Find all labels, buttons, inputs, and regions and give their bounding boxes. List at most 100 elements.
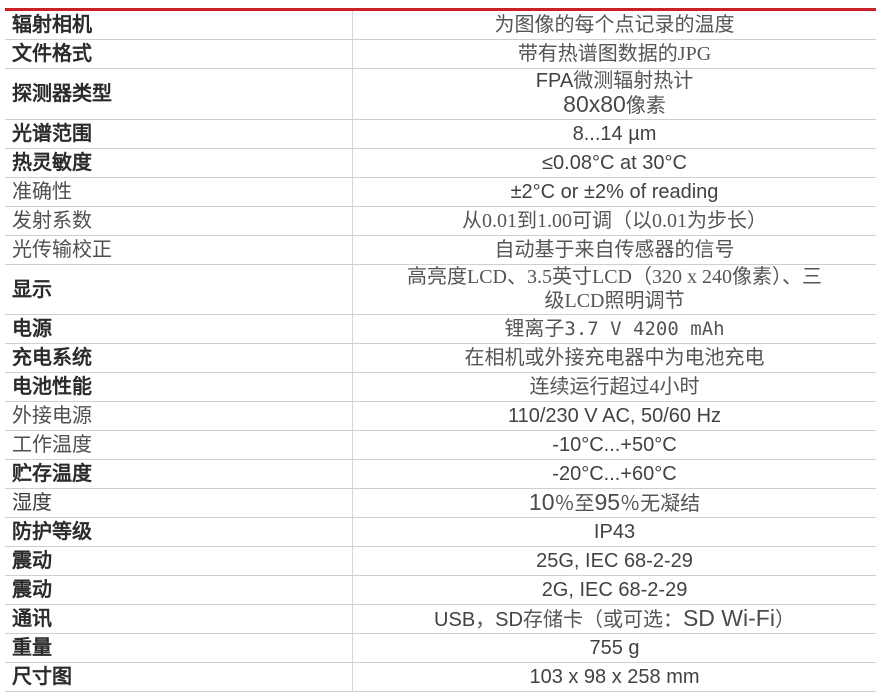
spec-value-cell: -10°C...+50°C [352,431,876,459]
spec-label-cell: 热灵敏度 [5,150,352,176]
spec-label: 电池性能 [12,376,92,398]
spec-row: 辐射相机 为图像的每个点记录的温度 [5,11,876,40]
spec-value-segment: 103 x 98 x 258 mm [529,665,700,688]
spec-value-segment: ％至 [554,492,595,515]
spec-value-segment: ％无凝结 [620,492,701,515]
spec-row: 工作温度 -10°C...+50°C [5,431,876,460]
spec-label-cell: 辐射相机 [5,12,352,38]
spec-value-cell: 110/230 V AC, 50/60 Hz [352,402,876,430]
spec-value-cell: -20°C...+60°C [352,460,876,488]
spec-value-line: 10％至95％无凝结 [359,488,870,516]
spec-row: 电源 锂离子3.7 V 4200 mAh [5,315,876,344]
spec-value-segment: -20°C...+60°C [552,462,677,485]
spec-value-cell: IP43 [352,518,876,546]
spec-value-segment: 25G, IEC 68-2-29 [536,549,693,572]
spec-value-segment: 95 [594,488,621,515]
spec-label-cell: 充电系统 [5,345,352,371]
spec-value-line: 在相机或外接充电器中为电池充电 [359,347,870,370]
spec-row: 光谱范围 8...14 µm [5,120,876,149]
spec-value-line: 级LCD照明调节 [359,290,870,313]
spec-value-line: -20°C...+60°C [359,463,870,486]
spec-label: 通讯 [12,608,52,630]
spec-label: 重量 [12,637,52,659]
spec-sheet: 辐射相机 为图像的每个点记录的温度 文件格式 带有热谱图数据的JPG 探测器类型… [5,8,876,692]
spec-label: 湿度 [12,492,52,514]
spec-value-line: 110/230 V AC, 50/60 Hz [359,405,870,428]
spec-row: 探测器类型 FPA微测辐射热计 80x80像素 [5,69,876,120]
spec-value-line: 103 x 98 x 258 mm [359,666,870,689]
spec-value-cell: 在相机或外接充电器中为电池充电 [352,344,876,372]
spec-value-line: 自动基于来自传感器的信号 [359,239,870,262]
spec-label: 尺寸图 [12,666,72,688]
spec-label-cell: 尺寸图 [5,664,352,690]
spec-value-segment: 微测辐射热计 [573,70,694,92]
spec-label-cell: 显示 [5,277,352,303]
spec-label: 防护等级 [12,521,92,543]
spec-value-line: 锂离子3.7 V 4200 mAh [359,318,870,341]
spec-row: 震动 25G, IEC 68-2-29 [5,547,876,576]
spec-value-segment: 2G, IEC 68-2-29 [541,578,688,601]
spec-value-line: ±2°C or ±2% of reading [359,181,870,204]
spec-row: 通讯 USB，SD存储卡（或可选：SD Wi-Fi） [5,605,876,634]
spec-label: 探测器类型 [12,83,112,105]
spec-value-cell: FPA微测辐射热计 80x80像素 [352,69,876,119]
spec-label-cell: 湿度 [5,490,352,516]
spec-row: 湿度 10％至95％无凝结 [5,489,876,518]
spec-row: 重量 755 g [5,634,876,663]
spec-value-segment: 在相机或外接充电器中为电池充电 [464,346,765,369]
spec-label: 震动 [12,550,52,572]
spec-table-body: 辐射相机 为图像的每个点记录的温度 文件格式 带有热谱图数据的JPG 探测器类型… [5,11,876,692]
spec-row: 热灵敏度 ≤0.08°C at 30°C [5,149,876,178]
spec-label: 发射系数 [12,210,92,232]
spec-value-cell: 从0.01到1.00可调（以0.01为步长） [352,207,876,235]
spec-value-segment: 自动基于来自传感器的信号 [494,238,735,261]
spec-row: 显示 高亮度LCD、3.5英寸LCD（320 x 240像素）、三 级LCD照明调… [5,265,876,315]
spec-label-cell: 工作温度 [5,432,352,458]
spec-row: 发射系数 从0.01到1.00可调（以0.01为步长） [5,207,876,236]
spec-value-line: 带有热谱图数据的JPG [359,43,870,66]
spec-value-line: 80x80像素 [359,93,870,118]
spec-label: 贮存温度 [12,463,92,485]
spec-row: 文件格式 带有热谱图数据的JPG [5,40,876,69]
spec-value-line: 755 g [359,637,870,660]
spec-value-segment: ） [774,608,795,631]
spec-label-cell: 贮存温度 [5,461,352,487]
spec-value-segment: 8...14 µm [572,122,657,145]
spec-label: 光传输校正 [12,239,112,261]
spec-value-cell: 锂离子3.7 V 4200 mAh [352,315,876,343]
spec-value-segment: ≤0.08°C at 30°C [542,151,687,174]
spec-value-cell: 10％至95％无凝结 [352,489,876,517]
spec-label-cell: 防护等级 [5,519,352,545]
spec-label: 文件格式 [12,43,92,65]
spec-value-segment: IP43 [593,520,636,543]
spec-value-segment: 级LCD照明调节 [544,289,685,312]
spec-label-cell: 文件格式 [5,41,352,67]
spec-label: 光谱范围 [12,123,92,145]
spec-table: 辐射相机 为图像的每个点记录的温度 文件格式 带有热谱图数据的JPG 探测器类型… [5,11,876,692]
spec-value-cell: ≤0.08°C at 30°C [352,149,876,177]
spec-label: 电源 [12,318,52,340]
spec-value-segment: 锂离子 [504,317,565,340]
spec-value-line: 高亮度LCD、3.5英寸LCD（320 x 240像素）、三 [359,266,870,289]
spec-value-segment: 存储卡（或可选： [522,608,683,631]
spec-label: 辐射相机 [12,14,92,36]
spec-value-cell: 755 g [352,634,876,662]
spec-value-segment: 带有热谱图数据的JPG [517,42,712,65]
spec-label-cell: 光谱范围 [5,121,352,147]
spec-label-cell: 电池性能 [5,374,352,400]
spec-value-line: -10°C...+50°C [359,434,870,457]
spec-value-line: ≤0.08°C at 30°C [359,152,870,175]
spec-value-segment: USB [434,608,476,631]
spec-value-segment: 为图像的每个点记录的温度 [494,13,735,36]
spec-value-segment: 像素 [625,95,666,117]
spec-value-line: 2G, IEC 68-2-29 [359,579,870,602]
spec-value-segment: SD Wi-Fi [682,604,775,631]
spec-row: 外接电源 110/230 V AC, 50/60 Hz [5,402,876,431]
spec-value-cell: 25G, IEC 68-2-29 [352,547,876,575]
spec-value-segment: 80x80 [563,91,626,117]
spec-value-cell: 2G, IEC 68-2-29 [352,576,876,604]
spec-label-cell: 外接电源 [5,403,352,429]
spec-label-cell: 光传输校正 [5,237,352,263]
spec-label: 显示 [12,278,52,301]
spec-label-cell: 探测器类型 [5,81,352,107]
